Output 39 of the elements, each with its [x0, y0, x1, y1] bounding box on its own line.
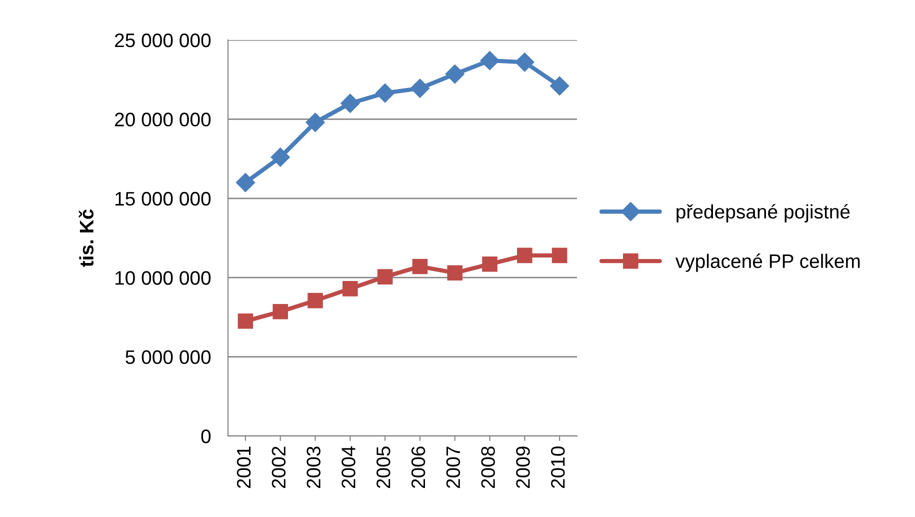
- x-tick-label: 2008: [481, 446, 495, 488]
- point: [272, 304, 288, 320]
- point: [550, 76, 570, 96]
- x-tick-label: 2003: [306, 446, 320, 488]
- point: [340, 94, 360, 113]
- point: [515, 52, 534, 72]
- point: [308, 292, 323, 308]
- y-tick-label: 5 000 000: [126, 350, 211, 364]
- y-tick-label: 25 000 000: [115, 33, 211, 48]
- legend-label: předepsané pojistné: [676, 204, 850, 222]
- y-tick-label: 15 000 000: [116, 192, 211, 206]
- point: [306, 112, 325, 132]
- point: [376, 84, 395, 103]
- point: [552, 248, 568, 264]
- point: [480, 51, 500, 70]
- point: [412, 258, 428, 274]
- legend-label: vyplacené PP celkem: [675, 254, 860, 272]
- y-axis-title: tis. Kč: [78, 209, 94, 267]
- point: [342, 281, 358, 296]
- point: [377, 269, 393, 284]
- point: [410, 78, 430, 98]
- point: [517, 248, 532, 264]
- x-tick-label: 2009: [516, 446, 530, 488]
- x-tick-label: 2007: [446, 446, 460, 488]
- point: [238, 314, 254, 329]
- x-tick-label: 2002: [272, 446, 286, 488]
- x-tick-label: 2005: [376, 446, 390, 488]
- y-tick-label: 0: [201, 429, 211, 444]
- y-tick-label: 10 000 000: [116, 271, 211, 285]
- point: [482, 256, 498, 272]
- y-tick-label: 20 000 000: [115, 112, 211, 126]
- point: [236, 173, 255, 192]
- point: [445, 64, 464, 84]
- x-tick-label: 2004: [342, 446, 356, 488]
- point: [447, 265, 462, 280]
- point: [270, 148, 290, 167]
- x-tick-label: 2006: [411, 446, 426, 488]
- x-tick-label: 2010: [551, 446, 565, 488]
- x-tick-label: 2001: [236, 446, 251, 488]
